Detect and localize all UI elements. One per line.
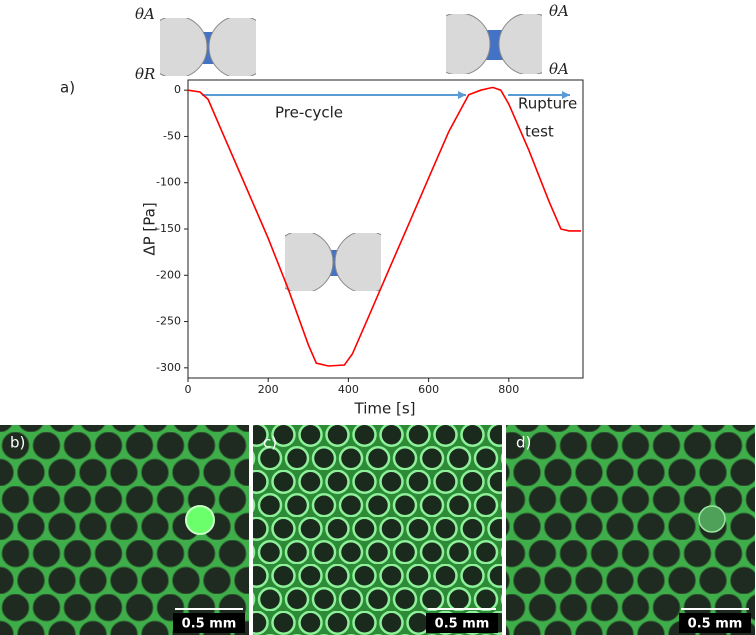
x-tick-label: 400: [338, 383, 359, 396]
droplet-icon: [285, 233, 381, 291]
annotation: θR: [135, 65, 155, 83]
micrograph: [0, 425, 249, 635]
panel-label: b): [10, 434, 25, 452]
y-tick-label: -300: [156, 361, 181, 374]
panel-label: d): [516, 434, 531, 452]
scale-label: 0.5 mm: [435, 617, 490, 632]
droplet-icon: [160, 18, 256, 76]
micrograph: [253, 425, 502, 635]
y-tick-label: -100: [156, 176, 181, 189]
annotation: θA: [549, 2, 569, 20]
x-tick-label: 800: [498, 383, 519, 396]
annotation: θA: [135, 5, 155, 23]
annotation: Pre-cycle: [275, 104, 343, 122]
y-tick-label: -150: [156, 222, 181, 235]
bright-droplet: [185, 505, 215, 535]
annotation: test: [525, 123, 554, 141]
annotation: Rupture: [518, 95, 577, 113]
panel-label: a): [60, 79, 75, 97]
plot-frame: [187, 79, 584, 379]
y-tick-label: -50: [163, 129, 181, 142]
x-tick-label: 200: [258, 383, 279, 396]
x-axis-label: Time [s]: [354, 400, 416, 418]
annotation: θA: [549, 60, 569, 78]
panel-label: c): [263, 434, 277, 452]
scale-box: [173, 613, 245, 633]
x-tick-label: 0: [185, 383, 192, 396]
dim-droplet: [698, 505, 726, 533]
scale-label: 0.5 mm: [182, 617, 237, 632]
y-tick-label: -200: [156, 268, 181, 281]
droplet-icon: [446, 14, 542, 74]
arrow-head: [562, 91, 570, 99]
y-tick-label: -250: [156, 315, 181, 328]
data-line: [187, 86, 581, 367]
y-axis-label: ΔP [Pa]: [141, 202, 159, 255]
y-tick-label: 0: [174, 83, 181, 96]
arrow-head: [458, 91, 466, 99]
x-tick-label: 600: [418, 383, 439, 396]
scale-box: [426, 613, 498, 633]
scale-label: 0.5 mm: [688, 617, 743, 632]
scale-box: [679, 613, 751, 633]
